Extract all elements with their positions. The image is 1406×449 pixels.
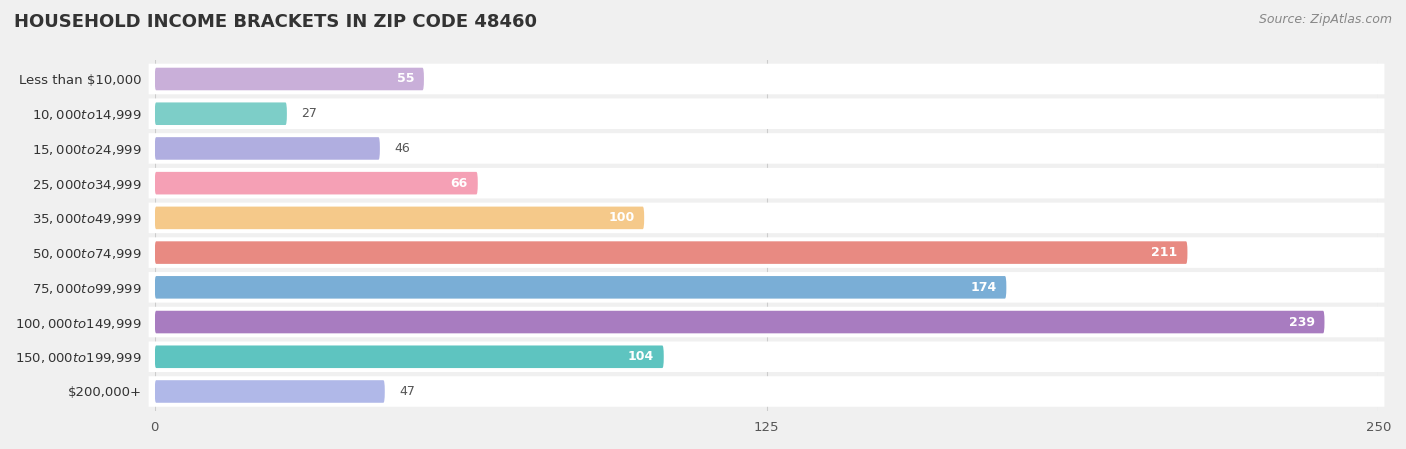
FancyBboxPatch shape (155, 172, 478, 194)
FancyBboxPatch shape (149, 307, 1385, 337)
FancyBboxPatch shape (155, 276, 1007, 299)
Text: 47: 47 (399, 385, 415, 398)
Text: 46: 46 (395, 142, 411, 155)
Text: 104: 104 (627, 350, 654, 363)
FancyBboxPatch shape (149, 133, 1385, 164)
FancyBboxPatch shape (149, 98, 1385, 129)
FancyBboxPatch shape (149, 64, 1385, 94)
Text: 100: 100 (609, 211, 634, 224)
FancyBboxPatch shape (149, 376, 1385, 407)
FancyBboxPatch shape (155, 137, 380, 160)
Text: Source: ZipAtlas.com: Source: ZipAtlas.com (1258, 13, 1392, 26)
FancyBboxPatch shape (155, 311, 1324, 333)
Text: 211: 211 (1152, 246, 1178, 259)
Text: 239: 239 (1289, 316, 1315, 329)
FancyBboxPatch shape (155, 207, 644, 229)
Text: 174: 174 (970, 281, 997, 294)
FancyBboxPatch shape (155, 68, 425, 90)
Text: HOUSEHOLD INCOME BRACKETS IN ZIP CODE 48460: HOUSEHOLD INCOME BRACKETS IN ZIP CODE 48… (14, 13, 537, 31)
Text: 55: 55 (396, 72, 415, 85)
Text: 66: 66 (451, 176, 468, 189)
FancyBboxPatch shape (149, 342, 1385, 372)
FancyBboxPatch shape (149, 168, 1385, 198)
FancyBboxPatch shape (155, 380, 385, 403)
FancyBboxPatch shape (155, 241, 1188, 264)
FancyBboxPatch shape (149, 238, 1385, 268)
FancyBboxPatch shape (155, 102, 287, 125)
Text: 27: 27 (301, 107, 318, 120)
FancyBboxPatch shape (149, 202, 1385, 233)
FancyBboxPatch shape (149, 272, 1385, 303)
FancyBboxPatch shape (155, 345, 664, 368)
